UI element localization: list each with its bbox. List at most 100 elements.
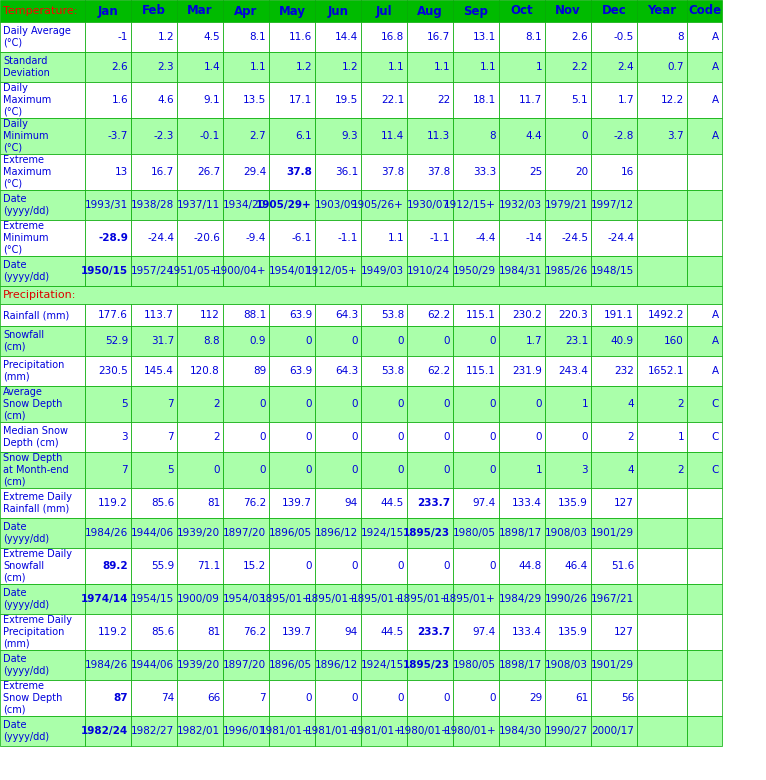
Bar: [85, 256, 131, 286]
Bar: [269, 256, 315, 286]
Text: 120.8: 120.8: [190, 366, 220, 376]
Text: 18.1: 18.1: [473, 95, 496, 105]
Text: 119.2: 119.2: [98, 627, 128, 637]
Text: 63.9: 63.9: [289, 310, 312, 320]
Bar: [453, 584, 499, 614]
Bar: [315, 356, 361, 386]
Bar: [269, 650, 315, 680]
Text: 0: 0: [489, 465, 496, 475]
Bar: [223, 548, 269, 584]
Text: 1930/07: 1930/07: [407, 200, 450, 210]
Bar: [637, 52, 687, 82]
Bar: [131, 548, 177, 584]
Bar: [269, 584, 315, 614]
Text: 1896/05: 1896/05: [269, 528, 312, 538]
Bar: [131, 326, 177, 356]
Text: 26.7: 26.7: [197, 167, 220, 177]
Bar: [499, 22, 545, 52]
Bar: [499, 304, 545, 326]
Text: Aug: Aug: [417, 5, 443, 17]
Text: Daily
Minimum
(°C): Daily Minimum (°C): [3, 119, 48, 153]
Bar: [223, 614, 269, 650]
Bar: [131, 304, 177, 326]
Text: 230.2: 230.2: [512, 310, 542, 320]
Text: Extreme
Minimum
(°C): Extreme Minimum (°C): [3, 222, 48, 254]
Text: 1981/01+: 1981/01+: [306, 726, 358, 736]
Bar: [85, 22, 131, 52]
Text: Mar: Mar: [187, 5, 213, 17]
Bar: [0, 650, 85, 680]
Text: 2000/17: 2000/17: [591, 726, 634, 736]
Bar: [177, 256, 223, 286]
Bar: [361, 488, 407, 518]
Text: 97.4: 97.4: [473, 498, 496, 508]
Text: Extreme
Maximum
(°C): Extreme Maximum (°C): [3, 155, 51, 189]
Text: 1924/15: 1924/15: [361, 528, 404, 538]
Bar: [269, 422, 315, 452]
Bar: [0, 82, 85, 118]
Text: 1981/01+: 1981/01+: [352, 726, 404, 736]
Bar: [131, 154, 177, 190]
Bar: [269, 52, 315, 82]
Text: 230.5: 230.5: [98, 366, 128, 376]
Bar: [361, 82, 407, 118]
Text: 7: 7: [168, 399, 174, 409]
Text: 1934/20: 1934/20: [223, 200, 266, 210]
Text: Daily
Maximum
(°C): Daily Maximum (°C): [3, 83, 51, 116]
Text: 1984/29: 1984/29: [499, 594, 542, 604]
Bar: [453, 422, 499, 452]
Bar: [361, 0, 407, 22]
Bar: [637, 716, 687, 746]
Bar: [453, 680, 499, 716]
Bar: [545, 304, 591, 326]
Bar: [315, 154, 361, 190]
Bar: [269, 118, 315, 154]
Bar: [499, 452, 545, 488]
Text: 64.3: 64.3: [335, 310, 358, 320]
Bar: [545, 52, 591, 82]
Bar: [637, 650, 687, 680]
Bar: [637, 82, 687, 118]
Text: 1896/12: 1896/12: [315, 528, 358, 538]
Bar: [269, 488, 315, 518]
Text: -3.7: -3.7: [108, 131, 128, 141]
Text: Date
(yyyy/dd): Date (yyyy/dd): [3, 654, 49, 675]
Bar: [453, 154, 499, 190]
Bar: [407, 716, 453, 746]
Text: 29: 29: [529, 693, 542, 703]
Bar: [545, 356, 591, 386]
Text: 1980/01+: 1980/01+: [398, 726, 450, 736]
Text: 1895/23: 1895/23: [403, 660, 450, 670]
Bar: [315, 386, 361, 422]
Bar: [453, 22, 499, 52]
Text: 0: 0: [444, 336, 450, 346]
Bar: [687, 716, 722, 746]
Bar: [269, 22, 315, 52]
Text: 81: 81: [207, 498, 220, 508]
Text: 1.1: 1.1: [388, 62, 404, 72]
Text: 16.8: 16.8: [381, 32, 404, 42]
Bar: [131, 82, 177, 118]
Text: 1: 1: [535, 465, 542, 475]
Text: 0: 0: [581, 432, 588, 442]
Bar: [407, 614, 453, 650]
Text: 1896/05: 1896/05: [269, 660, 312, 670]
Text: 1980/05: 1980/05: [453, 660, 496, 670]
Text: 243.4: 243.4: [558, 366, 588, 376]
Bar: [499, 0, 545, 22]
Bar: [85, 650, 131, 680]
Text: Oct: Oct: [511, 5, 533, 17]
Bar: [407, 326, 453, 356]
Bar: [131, 190, 177, 220]
Bar: [407, 82, 453, 118]
Text: 1895/01+: 1895/01+: [398, 594, 450, 604]
Text: 1895/01+: 1895/01+: [444, 594, 496, 604]
Text: 3: 3: [581, 465, 588, 475]
Text: A: A: [712, 336, 719, 346]
Bar: [177, 584, 223, 614]
Bar: [315, 256, 361, 286]
Text: 1905/26+: 1905/26+: [352, 200, 404, 210]
Text: 139.7: 139.7: [282, 498, 312, 508]
Bar: [545, 422, 591, 452]
Text: 64.3: 64.3: [335, 366, 358, 376]
